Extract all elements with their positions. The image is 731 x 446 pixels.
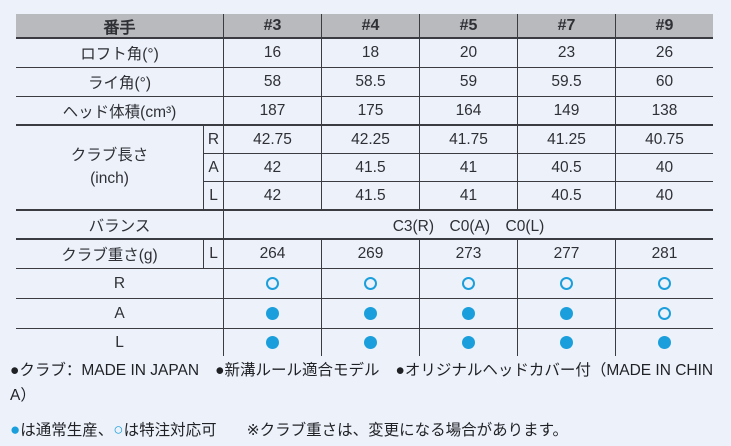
availability-cell (419, 329, 517, 356)
availability-cell (321, 269, 419, 299)
weight-flex-label: L (203, 240, 223, 269)
filled-circle-icon (364, 336, 377, 349)
loft-value: 16 (223, 39, 321, 68)
length-value: 42.25 (321, 126, 419, 154)
club-spec-table: 番手 #3 #4 #5 #7 #9 ロフト角(°) 16 18 20 23 26… (16, 14, 713, 356)
header-cell-club-7: #7 (517, 14, 615, 39)
filled-circle-icon (658, 336, 671, 349)
flex-label-l: L (203, 182, 223, 211)
product-notes-line: ●クラブ：MADE IN JAPAN ●新溝ルール適合モデル ●オリジナルヘッドカバ… (10, 359, 722, 409)
header-cell-club-3: #3 (223, 14, 321, 39)
head-volume-value: 175 (321, 97, 419, 126)
row-label-loft: ロフト角(°) (16, 39, 223, 68)
row-label-lie: ライ角(°) (16, 68, 223, 97)
length-value: 40.5 (517, 154, 615, 182)
flex-label-a: A (203, 154, 223, 182)
header-cell-club-5: #5 (419, 14, 517, 39)
length-value: 41 (419, 182, 517, 211)
lie-value: 58.5 (321, 68, 419, 97)
note-headcover: ●オリジナルヘッドカバー付（MADE IN CHINA） (10, 362, 714, 404)
filled-circle-icon (560, 336, 573, 349)
filled-circle-icon (560, 307, 573, 320)
open-circle-legend-icon: ○ (113, 419, 124, 439)
availability-cell (223, 299, 321, 329)
header-cell-club-9: #9 (615, 14, 713, 39)
loft-value: 18 (321, 39, 419, 68)
availability-label-r: R (16, 269, 223, 299)
open-circle-icon (266, 277, 279, 290)
filled-circle-icon (462, 307, 475, 320)
open-circle-icon (658, 307, 671, 320)
weight-change-note: ※クラブ重さは、変更になる場合があります。 (246, 421, 569, 439)
head-volume-value: 164 (419, 97, 517, 126)
weight-value: 264 (223, 240, 321, 269)
filled-circle-icon (266, 307, 279, 320)
flex-label-r: R (203, 126, 223, 154)
open-circle-icon (658, 277, 671, 290)
open-circle-icon (560, 277, 573, 290)
availability-label-a: A (16, 299, 223, 329)
availability-cell (615, 299, 713, 329)
open-circle-icon (364, 277, 377, 290)
availability-cell (419, 269, 517, 299)
footer-notes: ●クラブ：MADE IN JAPAN ●新溝ルール適合モデル ●オリジナルヘッドカバ… (10, 359, 722, 443)
availability-cell (223, 269, 321, 299)
header-cell-club-4: #4 (321, 14, 419, 39)
weight-value: 281 (615, 240, 713, 269)
club-length-label-line2: (inch) (90, 169, 129, 187)
note-made-in-japan: ●クラブ：MADE IN JAPAN (10, 362, 200, 379)
lie-value: 58 (223, 68, 321, 97)
loft-value: 26 (615, 39, 713, 68)
weight-value: 277 (517, 240, 615, 269)
loft-value: 20 (419, 39, 517, 68)
row-label-club-length: クラブ長さ (inch) (16, 126, 203, 211)
length-value: 40 (615, 154, 713, 182)
filled-circle-icon (266, 336, 279, 349)
legend-open-text: は特注対応可 (123, 421, 217, 439)
club-length-label-line1: クラブ長さ (70, 147, 149, 165)
head-volume-value: 187 (223, 97, 321, 126)
length-value: 42 (223, 182, 321, 211)
head-volume-value: 149 (517, 97, 615, 126)
loft-value: 23 (517, 39, 615, 68)
note-groove-rule: ●新溝ルール適合モデル (215, 362, 380, 379)
row-label-club-weight: クラブ重さ(g) (16, 240, 203, 269)
balance-value: C3(R) C0(A) C0(L) (223, 211, 713, 240)
legend-line: ●は通常生産、○は特注対応可 ※クラブ重さは、変更になる場合があります。 (10, 416, 722, 444)
availability-cell (517, 269, 615, 299)
availability-label-l: L (115, 333, 124, 351)
availability-cell (615, 269, 713, 299)
row-label-balance: バランス (16, 211, 223, 240)
filled-circle-icon (462, 336, 475, 349)
lie-value: 60 (615, 68, 713, 97)
length-value: 41.75 (419, 126, 517, 154)
weight-value: 273 (419, 240, 517, 269)
availability-cell (517, 299, 615, 329)
length-value: 41 (419, 154, 517, 182)
length-value: 40 (615, 182, 713, 211)
length-value: 41.25 (517, 126, 615, 154)
length-value: 41.5 (321, 182, 419, 211)
filled-circle-icon (364, 307, 377, 320)
lie-value: 59.5 (517, 68, 615, 97)
availability-cell (321, 299, 419, 329)
length-value: 40.75 (615, 126, 713, 154)
length-value: 42 (223, 154, 321, 182)
length-value: 41.5 (321, 154, 419, 182)
availability-cell (615, 329, 713, 356)
open-circle-icon (462, 277, 475, 290)
row-label-head-volume: ヘッド体積(cm³) (16, 97, 223, 126)
lie-value: 59 (419, 68, 517, 97)
availability-cell (419, 299, 517, 329)
filled-circle-legend-icon: ● (10, 419, 21, 439)
availability-cell (321, 329, 419, 356)
availability-cell (223, 329, 321, 356)
legend-filled-text: は通常生産、 (20, 421, 114, 439)
availability-cell (517, 329, 615, 356)
weight-value: 269 (321, 240, 419, 269)
header-cell-banshu: 番手 (16, 14, 223, 39)
length-value: 40.5 (517, 182, 615, 211)
length-value: 42.75 (223, 126, 321, 154)
head-volume-value: 138 (615, 97, 713, 126)
